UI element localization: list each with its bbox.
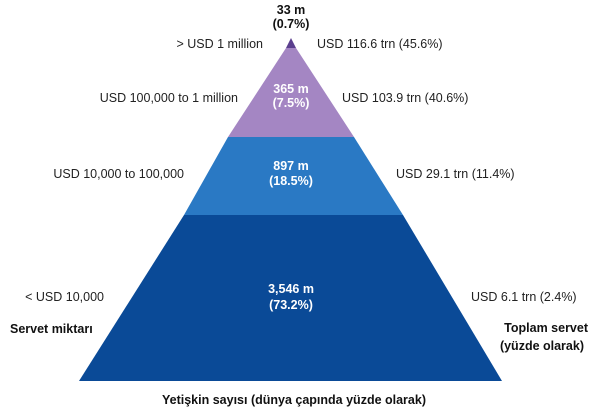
top-tier-count: 33 m (277, 3, 306, 17)
total-wealth-label-4: USD 6.1 trn (2.4%) (471, 290, 577, 304)
pyramid-tier-top (286, 38, 296, 48)
top-tier-share: (0.7%) (273, 17, 310, 31)
wealth-range-label-2: USD 100,000 to 1 million (100, 91, 238, 105)
pyramid-tier-2 (228, 48, 354, 137)
caption-adult-count: Yetişkin sayısı (dünya çapında yüzde ola… (162, 393, 426, 407)
caption-total-wealth-line1: Toplam servet (504, 321, 589, 335)
adults-share-3: (18.5%) (269, 174, 313, 188)
total-wealth-label-3: USD 29.1 trn (11.4%) (396, 167, 515, 181)
pyramid-tier-3 (184, 137, 403, 215)
caption-wealth-amount: Servet miktarı (10, 322, 93, 336)
wealth-range-label-1: > USD 1 million (177, 37, 264, 51)
adults-share-2: (7.5%) (273, 96, 310, 110)
adults-count-3: 897 m (273, 159, 308, 173)
total-wealth-label-1: USD 116.6 trn (45.6%) (317, 37, 443, 51)
caption-total-wealth-line2: (yüzde olarak) (500, 339, 584, 353)
pyramid-tier-4 (79, 215, 502, 381)
adults-count-4: 3,546 m (268, 282, 314, 296)
wealth-range-label-4: < USD 10,000 (25, 290, 104, 304)
adults-share-4: (73.2%) (269, 298, 313, 312)
adults-count-2: 365 m (273, 82, 308, 96)
total-wealth-label-2: USD 103.9 trn (40.6%) (342, 91, 468, 105)
wealth-range-label-3: USD 10,000 to 100,000 (53, 167, 184, 181)
